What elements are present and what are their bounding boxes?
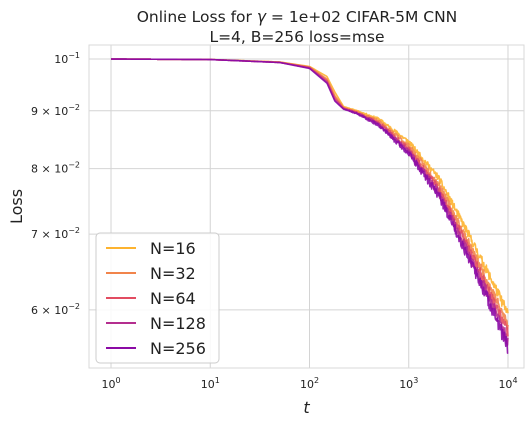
- y-tick-label: 9 × 10−2: [31, 103, 80, 118]
- x-axis-label: t: [303, 398, 310, 417]
- y-tick-label: 10−1: [54, 51, 80, 66]
- x-tick-label: 100: [101, 376, 120, 391]
- x-tick-label: 101: [201, 376, 220, 391]
- legend: N=16 N=32 N=64 N=128 N=256: [95, 232, 220, 364]
- chart-title-line1: Online Loss for γ = 1e+02 CIFAR-5M CNN: [137, 8, 458, 26]
- x-tick-label: 104: [498, 376, 517, 391]
- x-tick-label: 103: [399, 376, 418, 391]
- plot-frame: [88, 44, 525, 369]
- chart-title: Online Loss for γ = 1e+02 CIFAR-5M CNN L…: [137, 8, 458, 46]
- series-lines: [110, 58, 509, 354]
- legend-label: N=32: [150, 264, 196, 283]
- legend-label: N=128: [150, 314, 206, 333]
- y-tick-label: 6 × 10−2: [31, 302, 80, 317]
- chart-title-line2: L=4, B=256 loss=mse: [209, 28, 384, 46]
- x-tick-label: 102: [300, 376, 319, 391]
- legend-label: N=256: [150, 339, 206, 358]
- y-axis-label: Loss: [7, 189, 26, 224]
- legend-label: N=16: [150, 239, 196, 258]
- y-tick-label: 7 × 10−2: [31, 226, 80, 241]
- series-line-n256: [110, 58, 509, 354]
- y-tick-label: 8 × 10−2: [31, 161, 80, 176]
- legend-box: [95, 232, 220, 364]
- tick-labels: 100 101 102 103 104 10−1 9 × 10−2 8 × 10−2 7 × 1…: [31, 51, 518, 391]
- legend-label: N=64: [150, 289, 196, 308]
